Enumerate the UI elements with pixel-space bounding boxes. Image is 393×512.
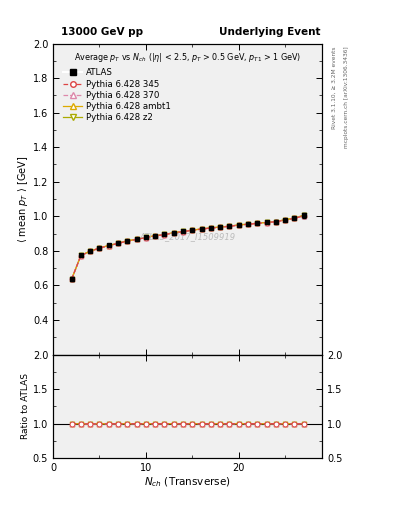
Text: Underlying Event: Underlying Event: [219, 27, 320, 37]
Y-axis label: Ratio to ATLAS: Ratio to ATLAS: [21, 373, 30, 439]
Text: Average $p_T$ vs $N_{ch}$ ($|\eta|$ < 2.5, $p_T$ > 0.5 GeV, $p_{T1}$ > 1 GeV): Average $p_T$ vs $N_{ch}$ ($|\eta|$ < 2.…: [74, 51, 301, 65]
Y-axis label: $\langle$ mean $p_T$ $\rangle$ [GeV]: $\langle$ mean $p_T$ $\rangle$ [GeV]: [16, 155, 30, 243]
Text: ATLAS_2017_I1509919: ATLAS_2017_I1509919: [140, 232, 236, 241]
Text: Rivet 3.1.10, ≥ 3.2M events: Rivet 3.1.10, ≥ 3.2M events: [332, 46, 337, 129]
Text: mcplots.cern.ch [arXiv:1306.3436]: mcplots.cern.ch [arXiv:1306.3436]: [344, 46, 349, 148]
Legend: ATLAS, Pythia 6.428 345, Pythia 6.428 370, Pythia 6.428 ambt1, Pythia 6.428 z2: ATLAS, Pythia 6.428 345, Pythia 6.428 37…: [60, 65, 174, 125]
X-axis label: $N_{ch}$ (Transverse): $N_{ch}$ (Transverse): [144, 476, 231, 489]
Text: 13000 GeV pp: 13000 GeV pp: [61, 27, 143, 37]
